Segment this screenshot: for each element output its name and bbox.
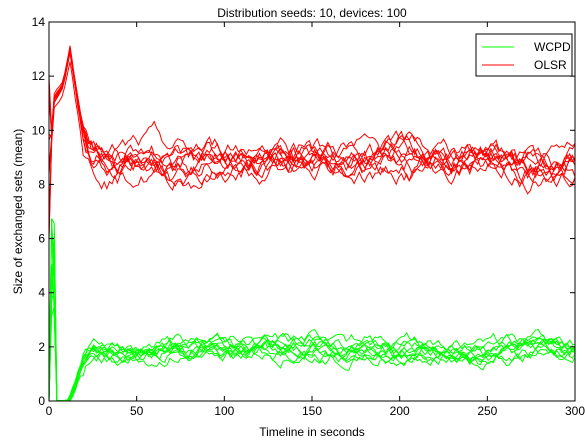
series-olsr-run [48, 48, 576, 179]
series-olsr-run [48, 52, 576, 188]
y-tick-label: 14 [32, 15, 46, 29]
x-tick-label: 300 [565, 404, 585, 418]
y-tick-label: 6 [38, 232, 45, 246]
legend-box [475, 33, 573, 77]
axis-ticks: 0 50 100 150 200 250 300 0 2 4 6 8 10 12 14 [32, 15, 585, 418]
chart-title: Distribution seeds: 10, devices: 100 [217, 6, 407, 20]
y-tick-label: 2 [38, 340, 45, 354]
legend-label-olsr: OLSR [534, 58, 567, 72]
x-tick-label: 0 [46, 404, 53, 418]
y-tick-label: 12 [32, 69, 46, 83]
y-tick-label: 8 [38, 177, 45, 191]
x-tick-label: 100 [214, 404, 234, 418]
x-tick-label: 250 [477, 404, 497, 418]
series-olsr [48, 45, 576, 239]
y-tick-label: 0 [38, 394, 45, 408]
series-olsr-run [48, 61, 576, 239]
series-wcpd-run [48, 234, 576, 402]
y-tick-label: 10 [32, 123, 46, 137]
series-wcpd-run [48, 218, 576, 402]
x-tick-label: 200 [390, 404, 410, 418]
series-olsr-run [48, 51, 576, 185]
series-olsr-run [48, 51, 576, 183]
series-wcpd-run [48, 264, 576, 402]
y-tick-label: 4 [38, 286, 45, 300]
series-wcpd [48, 218, 576, 402]
legend: WCPD OLSR [475, 33, 573, 77]
series-wcpd-run [48, 306, 576, 402]
x-tick-label: 50 [130, 404, 144, 418]
series-olsr-run [48, 50, 576, 227]
plot-area [48, 22, 576, 402]
x-tick-label: 150 [302, 404, 322, 418]
series-wcpd-run [48, 261, 576, 402]
legend-label-wcpd: WCPD [534, 40, 571, 54]
series-wcpd-run [48, 218, 576, 402]
y-axis-label: Size of exchanged sets (mean) [11, 129, 25, 294]
x-axis-label: Timeline in seconds [259, 425, 365, 439]
